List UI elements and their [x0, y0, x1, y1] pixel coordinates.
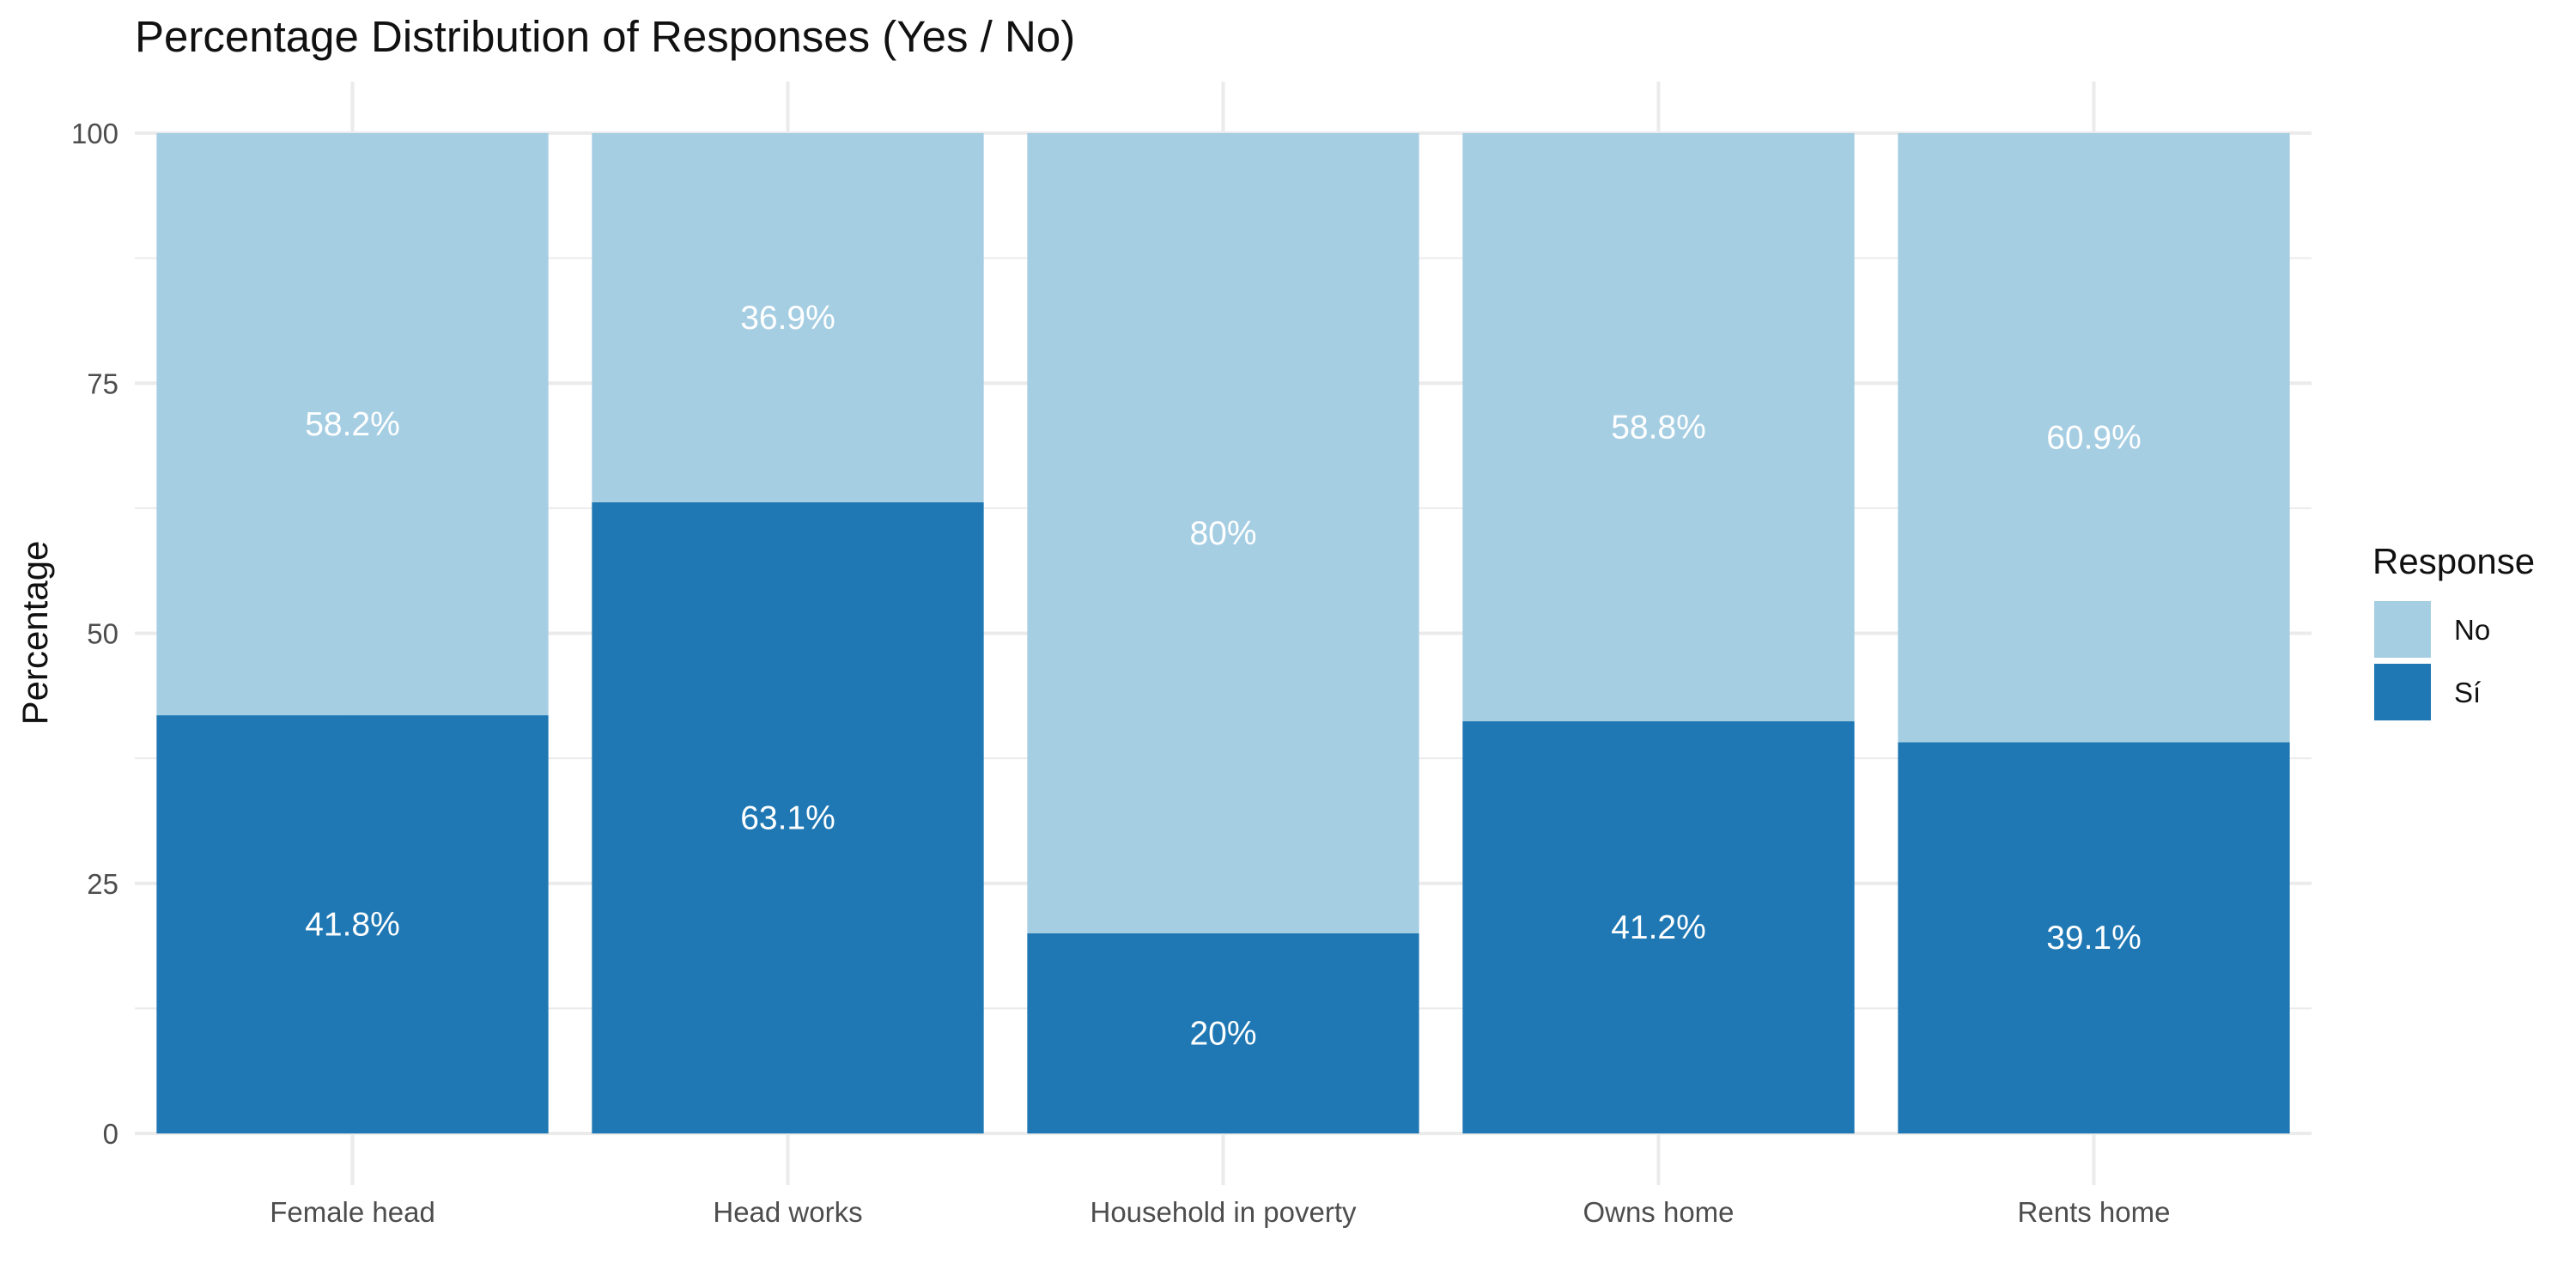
- bar-data-label: 58.8%: [1611, 410, 1706, 447]
- bar-segment-no: [1898, 133, 2290, 743]
- bar-segment-si: [1027, 933, 1419, 1133]
- bar-data-label: 41.2%: [1611, 909, 1706, 946]
- legend-title: Response: [2372, 541, 2535, 581]
- y-tick-label: 100: [71, 118, 118, 149]
- legend-label: Sí: [2454, 677, 2481, 708]
- bar-segment-si: [1462, 721, 1855, 1133]
- bars-layer: [156, 133, 2290, 1133]
- legend: Response No Sí: [2372, 541, 2535, 720]
- bar-labels-layer: 41.8% 58.2% 63.1% 36.9% 20% 80% 41.2% 58.8% 39.1…: [305, 300, 2142, 1053]
- bar-data-label: 58.2%: [305, 406, 400, 443]
- x-tick-label: Head works: [713, 1196, 862, 1228]
- y-tick-label: 0: [103, 1118, 118, 1150]
- chart-title: Percentage Distribution of Responses (Ye…: [135, 12, 1075, 61]
- legend-label: No: [2454, 614, 2490, 646]
- bar-segment-no: [592, 133, 984, 502]
- x-tick-label: Household in poverty: [1090, 1196, 1357, 1228]
- bar-data-label: 41.8%: [305, 907, 400, 944]
- legend-items: No Sí: [2374, 601, 2490, 720]
- bar-data-label: 63.1%: [740, 799, 835, 836]
- legend-key-no: [2374, 601, 2431, 658]
- y-tick-label: 75: [87, 368, 118, 399]
- y-tick-label: 25: [87, 868, 118, 900]
- bar-segment-no: [1027, 133, 1419, 933]
- bar-data-label: 39.1%: [2046, 920, 2142, 957]
- y-axis-ticks: 0 25 50 75 100: [71, 118, 118, 1150]
- bar-data-label: 36.9%: [740, 300, 835, 337]
- bar-segment-si: [592, 501, 984, 1133]
- bar-data-label: 80%: [1189, 515, 1256, 552]
- bar-segment-si: [156, 715, 549, 1133]
- x-tick-label: Female head: [270, 1196, 435, 1228]
- x-tick-label: Rents home: [2018, 1196, 2171, 1228]
- bar-segment-no: [156, 133, 549, 716]
- bar-data-label: 20%: [1189, 1016, 1256, 1053]
- y-axis-label: Percentage: [15, 541, 55, 726]
- bar-segment-si: [1898, 742, 2290, 1133]
- x-tick-label: Owns home: [1583, 1196, 1734, 1228]
- y-tick-label: 50: [87, 618, 118, 650]
- x-axis-ticks: Female head Head works Household in povert…: [270, 1196, 2170, 1228]
- bar-data-label: 60.9%: [2046, 420, 2142, 457]
- legend-key-si: [2374, 664, 2431, 720]
- bar-segment-no: [1462, 133, 1855, 722]
